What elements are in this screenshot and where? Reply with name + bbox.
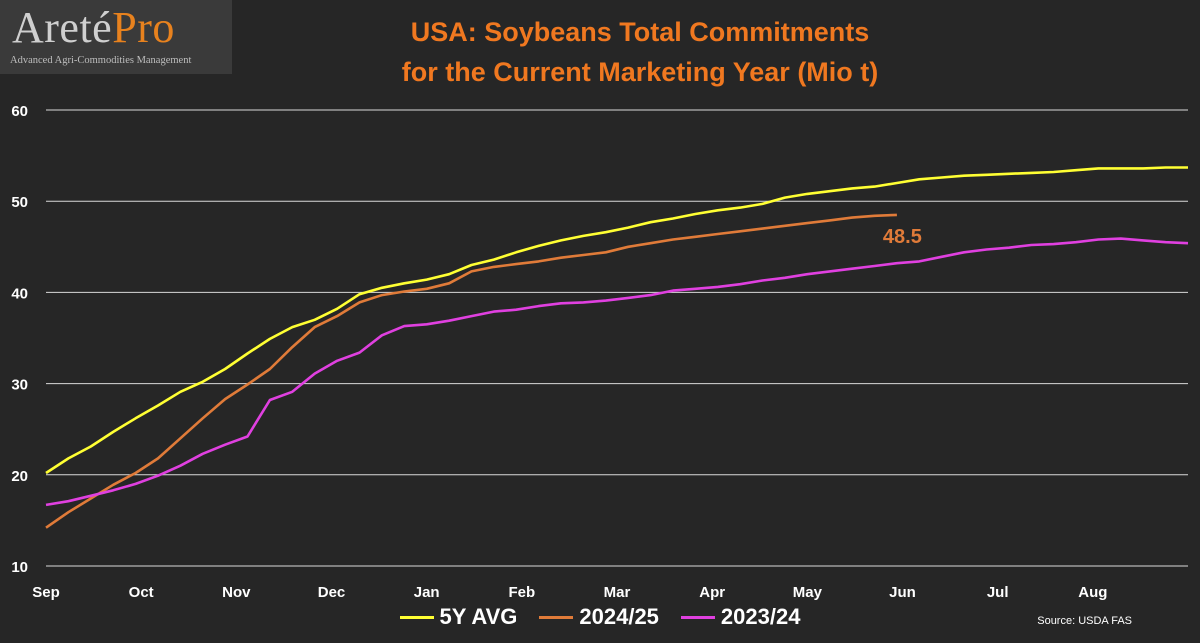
- legend: 5Y AVG 2024/25 2023/24: [0, 604, 1200, 630]
- source-note: Source: USDA FAS: [1037, 615, 1132, 627]
- legend-label: 5Y AVG: [439, 604, 518, 629]
- logo-name-part1: Areté: [12, 3, 113, 52]
- x-tick-label: Jul: [987, 584, 1009, 601]
- x-tick-label: Apr: [699, 584, 725, 601]
- logo-name-part2: Pro: [112, 3, 175, 52]
- legend-label: 2023/24: [720, 604, 801, 629]
- legend-label: 2024/25: [579, 604, 659, 629]
- legend-item: 2024/25: [539, 604, 659, 630]
- logo-brand: AretéPro: [12, 2, 175, 53]
- y-tick-label: 10: [11, 559, 28, 576]
- series-line-2: [45, 237, 1189, 507]
- series-line-0: [45, 166, 1188, 475]
- chart-title-line2: for the Current Marketing Year (Mio t): [401, 57, 879, 87]
- legend-swatch: [399, 615, 434, 619]
- logo: AretéPro Advanced Agri-Commodities Manag…: [0, 0, 232, 74]
- y-tick-label: 30: [11, 377, 28, 394]
- x-tick-label: Dec: [318, 584, 346, 601]
- legend-swatch: [680, 615, 715, 619]
- x-tick-label: Aug: [1078, 584, 1107, 601]
- x-tick-label: May: [793, 584, 823, 601]
- chart-title: USA: Soybeans Total Commitments for the …: [240, 12, 1040, 92]
- chart-title-line1: USA: Soybeans Total Commitments: [410, 17, 870, 47]
- y-tick-label: 50: [11, 194, 28, 211]
- series-line-1: [45, 213, 897, 529]
- x-tick-label: Jun: [889, 584, 916, 601]
- x-tick-label: Jan: [414, 584, 440, 601]
- legend-item: 5Y AVG: [399, 604, 518, 630]
- x-tick-label: Sep: [32, 584, 60, 601]
- x-tick-label: Mar: [604, 584, 631, 601]
- y-tick-label: 20: [11, 468, 28, 485]
- x-tick-label: Oct: [129, 584, 154, 601]
- logo-tagline: Advanced Agri-Commodities Management: [10, 55, 192, 66]
- legend-item: 2023/24: [680, 604, 801, 630]
- legend-swatch: [539, 615, 574, 619]
- series-end-label: 48.5: [883, 226, 922, 248]
- y-tick-label: 60: [11, 103, 28, 120]
- x-tick-label: Nov: [222, 584, 251, 601]
- x-tick-label: Feb: [508, 584, 535, 601]
- y-tick-label: 40: [11, 285, 28, 302]
